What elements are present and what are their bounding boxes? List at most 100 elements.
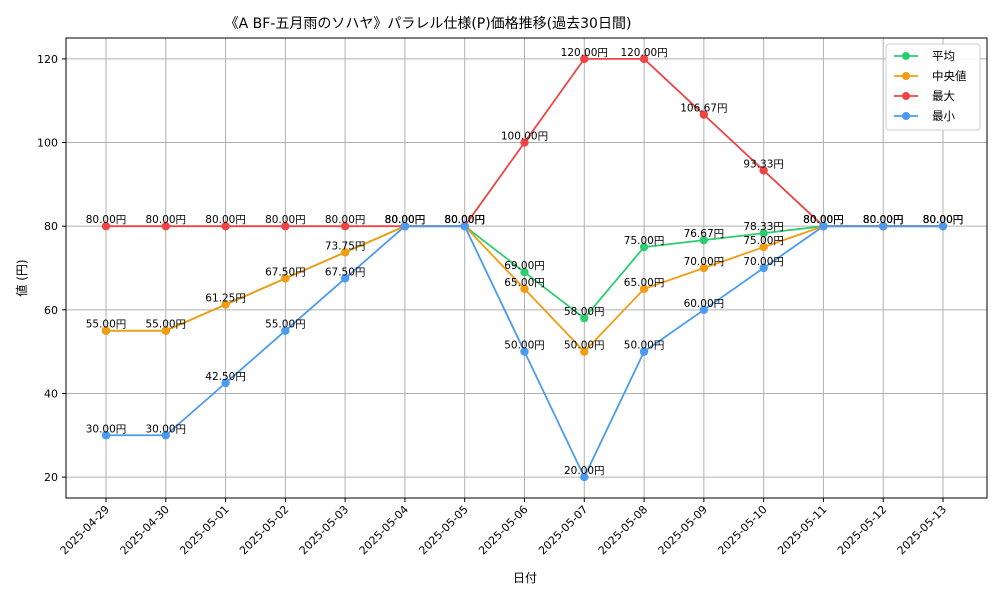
data-label: 80.00円 [205, 214, 246, 226]
data-label: 106.67円 [680, 103, 727, 115]
data-point [639, 242, 649, 252]
data-label: 80.00円 [385, 214, 426, 226]
data-point [639, 284, 649, 294]
data-point [699, 305, 709, 315]
x-tick-label: 2025-05-11 [775, 503, 829, 557]
chart-title: 《A BF-五月雨のソハヤ》パラレル仕様(P)価格推移(過去30日間) [225, 16, 632, 32]
data-label: 55.00円 [146, 319, 187, 331]
x-tick-label: 2025-05-06 [476, 503, 530, 557]
data-point [101, 326, 111, 335]
y-axis-label: 値 (円) [14, 259, 29, 296]
data-label: 80.00円 [923, 214, 964, 226]
data-label: 80.00円 [863, 214, 904, 226]
x-tick-label: 2025-05-07 [536, 503, 590, 557]
data-point [699, 110, 709, 119]
series-4 [101, 221, 948, 482]
legend-label: 最小 [932, 109, 955, 123]
data-label: 80.00円 [923, 214, 964, 226]
data-label: 75.00円 [624, 235, 665, 247]
legend-label: 中央値 [932, 69, 967, 83]
x-axis-label: 日付 [513, 571, 537, 585]
data-point [520, 138, 529, 147]
data-label: 80.00円 [325, 214, 366, 226]
data-label: 80.00円 [385, 214, 426, 226]
data-point [759, 166, 768, 175]
data-label: 76.67円 [684, 228, 725, 240]
y-axis: 20 40 60 80 100 120 [37, 53, 66, 484]
data-label: 50.00円 [504, 340, 545, 352]
data-label: 80.00円 [803, 214, 844, 226]
legend-item: 最小 [894, 109, 955, 123]
data-point [161, 431, 170, 440]
x-tick-label: 2025-05-04 [357, 503, 411, 557]
data-point [101, 431, 111, 440]
data-label: 120.00円 [561, 47, 608, 59]
x-tick-label: 2025-05-02 [237, 503, 291, 557]
data-point [161, 221, 170, 231]
data-label: 80.00円 [923, 214, 964, 226]
data-label: 75.00円 [743, 235, 784, 247]
data-point [400, 221, 410, 231]
x-tick-label: 2025-05-03 [297, 503, 351, 557]
data-point [281, 326, 290, 335]
legend-marker [902, 112, 910, 120]
data-point [580, 313, 589, 323]
data-label: 80.00円 [803, 214, 844, 226]
data-point [819, 221, 828, 231]
data-point [580, 472, 589, 482]
data-label: 55.00円 [265, 319, 306, 331]
data-label: 20.00円 [564, 465, 605, 477]
data-point [580, 347, 589, 356]
y-tick-label: 80 [44, 220, 58, 233]
x-tick-label: 2025-05-10 [715, 503, 769, 557]
data-label: 70.00円 [684, 256, 725, 268]
x-tick-label: 2025-04-29 [58, 503, 112, 557]
data-label: 42.50円 [205, 371, 246, 383]
data-label: 61.25円 [205, 293, 246, 305]
x-axis: 2025-04-29 2025-04-30 2025-05-01 2025-05-02… [58, 498, 949, 557]
data-label: 100.00円 [501, 131, 548, 143]
data-label: 60.00円 [684, 298, 725, 310]
legend-marker [902, 52, 910, 60]
data-point [460, 221, 469, 231]
data-label: 93.33円 [743, 158, 784, 170]
x-tick-label: 2025-05-13 [895, 503, 949, 557]
x-tick-label: 2025-05-12 [835, 503, 889, 557]
data-label: 80.00円 [863, 214, 904, 226]
data-label: 65.00円 [504, 277, 545, 289]
data-point [639, 347, 649, 356]
data-label: 120.00円 [620, 47, 667, 59]
data-point [520, 347, 529, 356]
x-tick-label: 2025-05-01 [177, 503, 231, 557]
data-point [221, 378, 230, 388]
y-tick-label: 120 [37, 53, 58, 66]
data-label: 80.00円 [803, 214, 844, 226]
series-group [101, 54, 948, 482]
y-tick-label: 20 [44, 471, 58, 484]
data-point [520, 284, 529, 294]
data-label: 55.00円 [86, 319, 127, 331]
y-tick-label: 60 [44, 304, 58, 317]
legend-item: 平均 [894, 49, 955, 63]
x-tick-label: 2025-05-08 [596, 503, 650, 557]
data-point [699, 263, 709, 273]
data-point [580, 54, 589, 64]
data-label: 69.00円 [504, 260, 545, 272]
data-point [340, 221, 350, 231]
data-point [221, 300, 230, 309]
data-point [938, 221, 948, 231]
data-label: 80.00円 [444, 214, 485, 226]
data-point [101, 221, 111, 231]
legend-label: 最大 [932, 89, 955, 103]
x-tick-label: 2025-05-05 [416, 503, 470, 557]
y-tick-label: 100 [37, 137, 58, 150]
data-label: 80.00円 [146, 214, 187, 226]
data-label: 80.00円 [444, 214, 485, 226]
data-label: 50.00円 [564, 340, 605, 352]
data-point [161, 326, 170, 335]
data-point [340, 274, 350, 283]
legend-box [885, 43, 981, 131]
y-tick-label: 40 [44, 387, 58, 400]
